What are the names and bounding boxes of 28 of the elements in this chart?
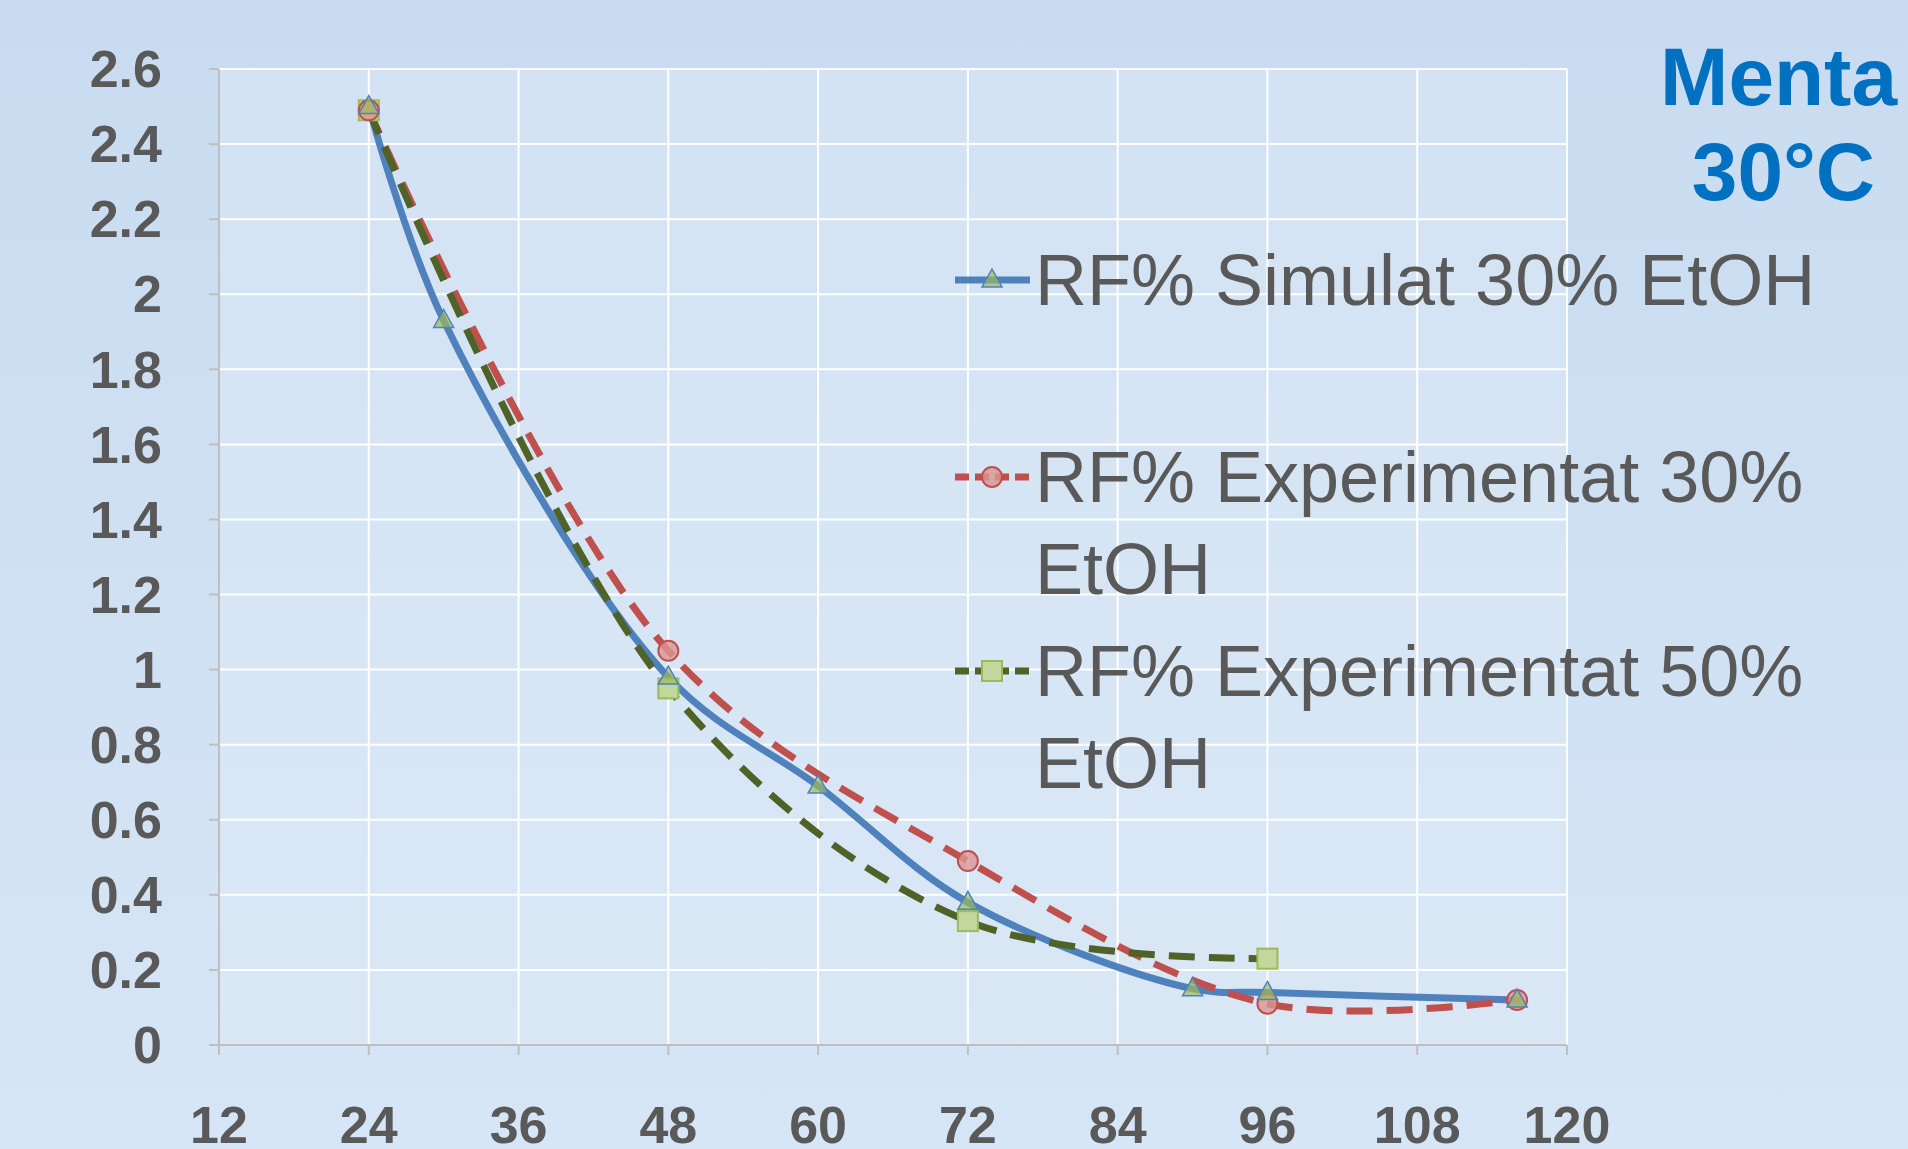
y-tick-label: 2.4	[89, 115, 163, 174]
y-tick-label: 1.6	[89, 415, 162, 474]
x-tick-label: 120	[1523, 1096, 1611, 1149]
x-tick-label: 12	[190, 1096, 248, 1149]
x-tick-label: 72	[938, 1096, 997, 1149]
y-tick-label: 0.4	[89, 866, 163, 925]
y-tick-label: 2.2	[89, 190, 162, 249]
x-tick-label: 48	[639, 1096, 698, 1149]
y-tick-label: 2	[133, 265, 162, 324]
y-tick-label: 1.2	[89, 565, 162, 624]
x-tick-label: 36	[489, 1096, 548, 1149]
x-tick-label: 60	[789, 1096, 848, 1149]
legend-label: RF% Experimentat 50% EtOH	[1035, 631, 1804, 803]
y-tick-label: 1.4	[89, 490, 163, 549]
x-tick-label: 84	[1088, 1096, 1147, 1149]
y-tick-label: 1.8	[89, 340, 162, 399]
y-tick-label: 0.2	[89, 941, 162, 1000]
x-tick-label: 96	[1238, 1096, 1297, 1149]
x-tick-label: 24	[339, 1096, 398, 1149]
x-tick-label: 108	[1373, 1096, 1461, 1149]
y-tick-label: 0	[133, 1016, 162, 1075]
y-tick-label: 1	[133, 640, 162, 699]
legend-label: RF% Experimentat 30% EtOH	[1035, 437, 1804, 609]
legend-label: RF% Simulat 30% EtOH	[1035, 240, 1816, 320]
y-tick-label: 0.6	[89, 790, 162, 849]
y-tick-label: 0.8	[89, 715, 162, 774]
text: Menta 30°C	[1660, 31, 1899, 217]
y-tick-label: 2.6	[89, 40, 162, 99]
